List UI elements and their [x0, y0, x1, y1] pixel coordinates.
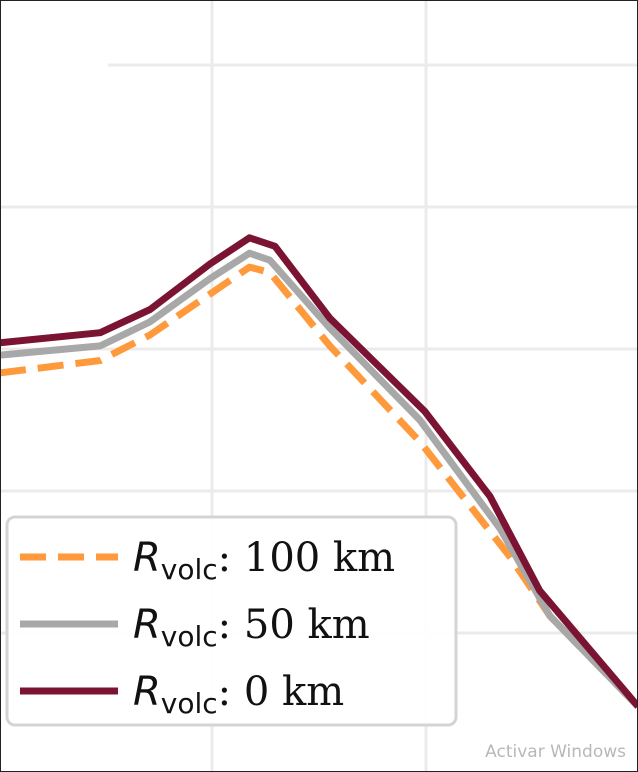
legend: Rvolc: 100 km Rvolc: 50 km Rvolc: 0 km	[5, 515, 458, 727]
legend-box	[5, 515, 458, 727]
legend-label-3: Rvolc: 0 km	[133, 669, 344, 720]
legend-label-1: Rvolc: 100 km	[133, 535, 395, 586]
series-line-3	[0, 234, 638, 709]
legend-label-2: Rvolc: 50 km	[133, 602, 370, 653]
series-line-1	[0, 263, 638, 709]
watermark-text: Activar Windows	[485, 742, 626, 762]
series-lines	[0, 234, 638, 709]
series-line-2	[0, 249, 638, 709]
